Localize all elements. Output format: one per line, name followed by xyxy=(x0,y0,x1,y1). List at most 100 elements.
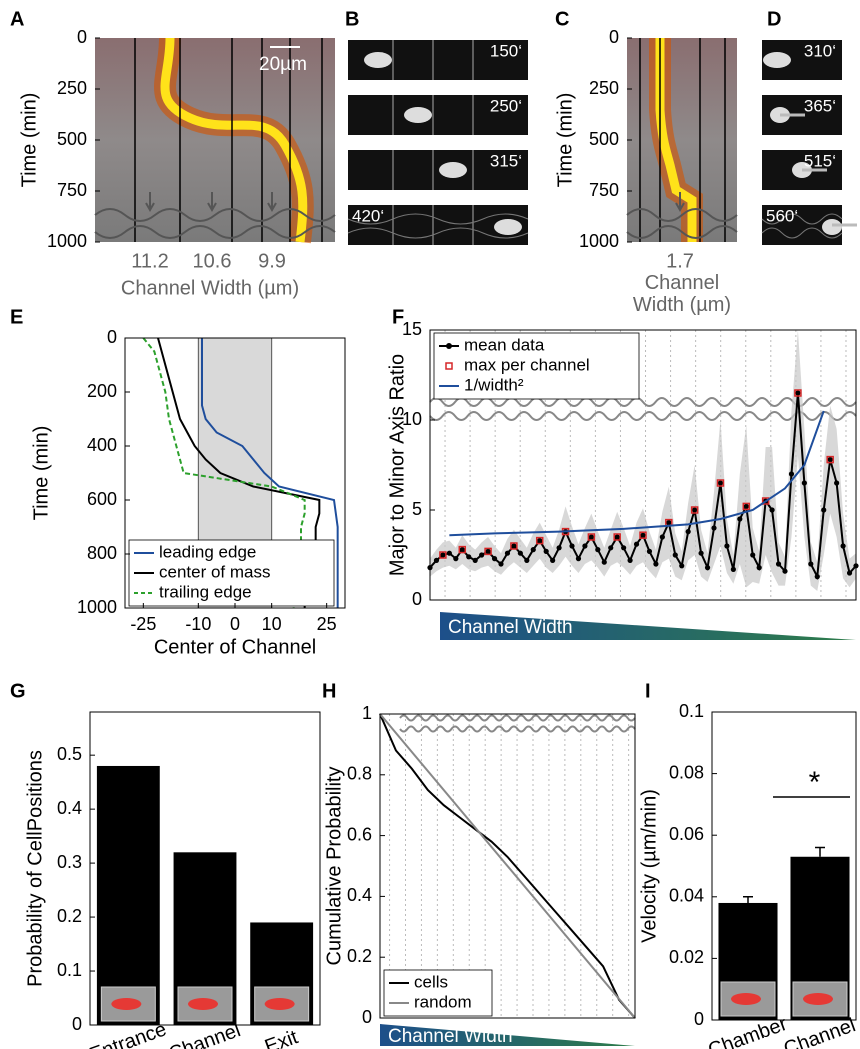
cell xyxy=(763,52,791,68)
max-point xyxy=(761,497,770,505)
data-point xyxy=(724,543,730,549)
data-point xyxy=(595,547,601,553)
y-tick-label: 1000 xyxy=(77,597,117,617)
data-point xyxy=(788,471,795,477)
data-point xyxy=(821,507,827,513)
legend-label: max per channel xyxy=(464,355,590,374)
data-point xyxy=(782,568,788,574)
y-tick-label: 250 xyxy=(57,78,87,98)
data-point xyxy=(530,547,536,553)
footer-label: Channel Width xyxy=(448,617,573,638)
footer-label: Channel Width xyxy=(388,1026,513,1047)
x-tick-label: 1.7 xyxy=(666,250,694,272)
legend-label: center of mass xyxy=(159,562,271,581)
y-tick-label: 5 xyxy=(412,499,422,519)
data-point xyxy=(672,552,678,558)
x-tick-label: 0 xyxy=(230,614,240,634)
width-gradient xyxy=(440,612,856,640)
series-line xyxy=(379,713,636,1019)
frame-time: 150‘ xyxy=(490,41,522,60)
data-point xyxy=(750,552,756,558)
cell-thumbnail-cell xyxy=(111,998,142,1010)
plot-frame xyxy=(89,711,321,1026)
data-point xyxy=(769,507,775,513)
y-tick-label: 500 xyxy=(589,129,619,149)
channel-outline xyxy=(626,225,738,239)
plot-frame xyxy=(379,713,636,1019)
y-tick-label: 1000 xyxy=(579,231,619,251)
max-point xyxy=(742,502,751,511)
x-tick-label: 11.2 xyxy=(131,250,168,272)
data-point xyxy=(588,534,594,540)
x-tick-label: -10 xyxy=(185,614,211,634)
max-point xyxy=(794,389,802,397)
y-tick-label: 0 xyxy=(694,1009,704,1029)
x-tick-label: 9.9 xyxy=(258,250,286,272)
data-point xyxy=(685,529,691,535)
y-tick-label: 0 xyxy=(72,1014,82,1034)
cell-thumbnail-cell xyxy=(803,993,833,1005)
cell-thumbnail-cell xyxy=(731,993,761,1005)
max-point xyxy=(716,479,725,487)
data-point xyxy=(575,556,582,562)
data-point xyxy=(543,548,549,555)
y-tick-label: 0.2 xyxy=(57,906,82,926)
data-point xyxy=(814,574,820,580)
data-point xyxy=(717,480,724,486)
legend-label: 1/width² xyxy=(464,375,524,394)
y-tick-label: 1 xyxy=(362,703,372,723)
max-point xyxy=(639,531,647,539)
legend-label: mean data xyxy=(464,335,545,354)
y-tick-label: 0.04 xyxy=(669,886,704,906)
x-axis-label: Channel Width (µm) xyxy=(632,272,732,316)
data-point xyxy=(666,520,672,526)
data-point xyxy=(659,534,665,540)
data-point xyxy=(504,550,511,556)
legend-marker xyxy=(445,362,453,370)
frame-time: 420‘ xyxy=(352,206,384,225)
channel-arrow xyxy=(207,192,217,213)
channel-arrow xyxy=(145,192,155,213)
y-axis-label: Probability of CellPositions xyxy=(24,750,46,987)
data-point xyxy=(698,550,704,556)
frame-time: 310‘ xyxy=(804,41,836,60)
data-point xyxy=(485,548,491,555)
plot-frame xyxy=(711,711,857,1021)
y-tick-label: 0 xyxy=(412,589,422,609)
cell xyxy=(494,219,522,235)
data-point xyxy=(433,557,440,564)
legend-box xyxy=(433,332,640,400)
data-point xyxy=(511,543,517,549)
data-point xyxy=(491,556,498,562)
y-tick-label: 0 xyxy=(609,27,619,47)
y-tick-label: 0.4 xyxy=(57,798,82,818)
data-point xyxy=(472,557,478,564)
data-point xyxy=(608,545,614,551)
cell-thumbnail-cell xyxy=(188,998,218,1010)
x-tick-label: Exit xyxy=(262,1026,301,1049)
data-point xyxy=(550,557,556,564)
panel-letter: F xyxy=(392,306,404,328)
frame-time: 315‘ xyxy=(490,151,522,170)
scale-label: 20µm xyxy=(259,54,307,75)
panel-letter: A xyxy=(10,8,24,30)
max-point xyxy=(613,533,621,541)
legend-box xyxy=(128,539,335,607)
max-point xyxy=(826,455,834,464)
data-point xyxy=(440,552,446,558)
y-tick-label: 0 xyxy=(362,1007,372,1027)
plot-frame xyxy=(429,329,857,601)
data-point xyxy=(627,557,633,564)
max-point xyxy=(439,551,447,559)
y-tick-label: 0.06 xyxy=(669,824,704,844)
legend-label: leading edge xyxy=(159,542,256,561)
legend-box xyxy=(383,969,493,1017)
x-tick-label: 25 xyxy=(317,614,337,634)
y-tick-label: 0 xyxy=(77,27,87,47)
y-tick-label: 0.4 xyxy=(347,885,372,905)
channel-outline xyxy=(347,213,529,239)
legend-label: random xyxy=(414,992,472,1011)
cell xyxy=(404,107,432,123)
error-bar xyxy=(815,846,825,857)
